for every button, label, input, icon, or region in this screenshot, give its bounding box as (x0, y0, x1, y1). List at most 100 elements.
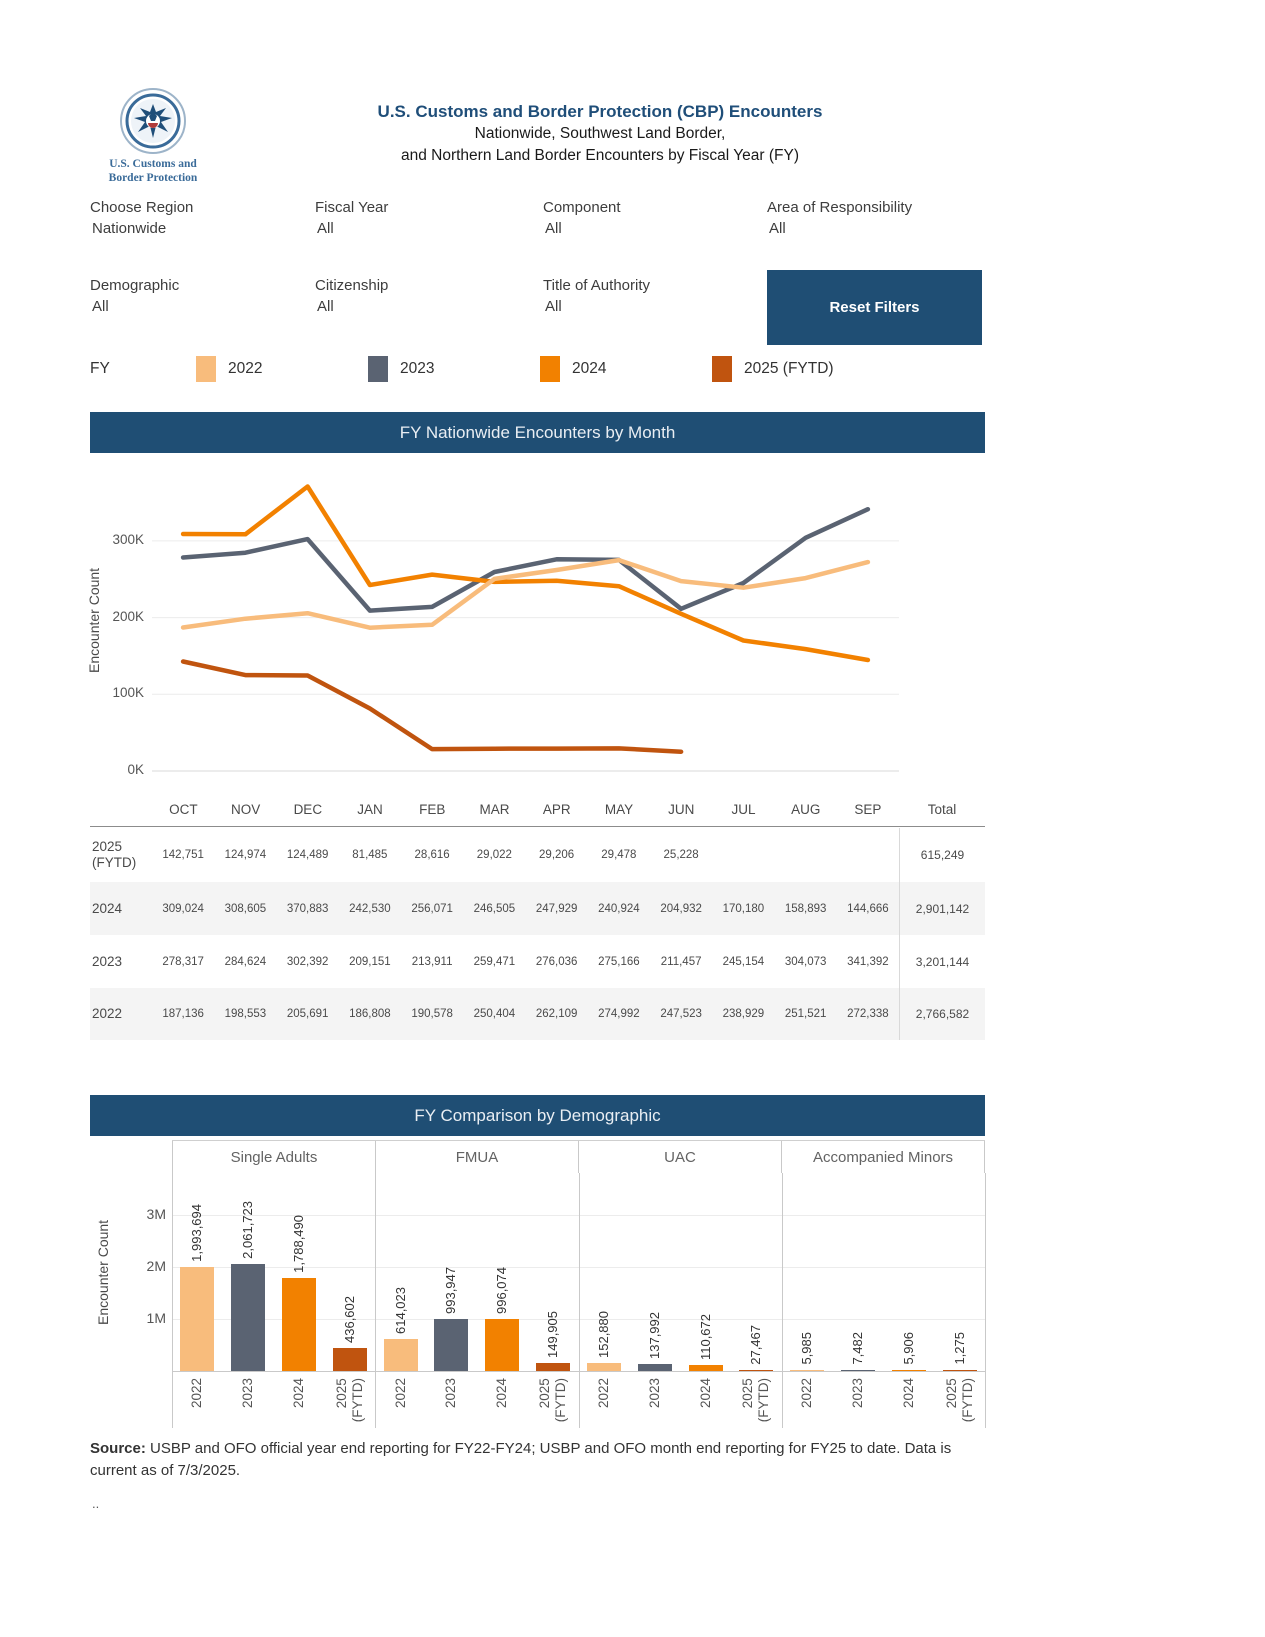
bar-value-label: 152,880 (595, 1311, 611, 1359)
table-cell: 240,924 (598, 902, 640, 915)
bar-chart-title: FY Comparison by Demographic (414, 1105, 661, 1125)
filter-demographic: Demographic All (90, 275, 305, 317)
bar-x-label: 2024 (494, 1378, 510, 1409)
bar-x-label: 2024 (900, 1378, 916, 1409)
filter-area-of-responsibility: Area of Responsibility All (767, 197, 982, 239)
table-cell: 247,523 (660, 1008, 702, 1020)
table-cell: 275,166 (598, 955, 640, 968)
bar-value-label: 110,672 (697, 1314, 713, 1361)
bar-value-label: 27,467 (748, 1324, 764, 1365)
bar-x-label: 2025 (FYTD) (740, 1378, 772, 1423)
month-header-feb: FEB (419, 802, 446, 817)
bar-chart-y-axis-title: Encounter Count (95, 1219, 111, 1326)
legend-item-2025[interactable]: 2025 (FYTD) (712, 356, 834, 382)
bar-value-label: 436,602 (341, 1296, 357, 1344)
table-cell: 124,489 (286, 849, 329, 861)
table-cell: 186,808 (349, 1008, 391, 1020)
table-row: 2024 309,024 308,605 370,883 242,530 256,071 2… (90, 882, 985, 935)
filter-bar: Reset Filters Choose Region Nationwide Fis… (90, 195, 985, 355)
table-cell: 341,392 (847, 955, 889, 968)
filter-fiscal-year: Fiscal Year All (315, 197, 530, 239)
table-cell: 242,530 (349, 902, 391, 915)
table-cell: 259,471 (473, 955, 516, 968)
line-chart-banner: FY Nationwide Encounters by Month (90, 412, 985, 453)
bar-2023-single-adults (231, 1263, 266, 1371)
table-total-cell: 615,249 (899, 828, 985, 882)
fy-legend: FY 2022 2023 2024 2025 (FYTD) (90, 356, 985, 386)
table-cell: 29,478 (601, 849, 637, 861)
logo-caption: U.S. Customs and Border Protection (108, 158, 198, 184)
line-chart-plot (152, 484, 899, 772)
bar-x-label: 2025 (FYTD) (537, 1378, 569, 1423)
bar-2024-single-adults (282, 1277, 317, 1371)
legend-item-2022[interactable]: 2022 (196, 356, 262, 382)
filter-title-of-authority: Title of Authority All (543, 275, 758, 317)
bar-x-label: 2023 (849, 1378, 865, 1409)
group-separator (172, 1173, 173, 1428)
group-separator (375, 1173, 377, 1428)
filter-value-dropdown[interactable]: Nationwide (92, 220, 167, 237)
bar-2023-fmua (434, 1319, 469, 1371)
table-cell: 29,206 (539, 849, 575, 861)
filter-value-dropdown[interactable]: All (317, 298, 334, 315)
bar-value-label: 993,947 (443, 1267, 459, 1315)
table-row: 2025 (FYTD) 142,751 124,974 124,489 81,485 28,… (90, 828, 985, 882)
filter-value-dropdown[interactable]: All (92, 298, 109, 315)
cbp-seal-icon (120, 88, 186, 154)
table-total-cell: 2,766,582 (899, 988, 985, 1040)
table-cell: 262,109 (535, 1008, 578, 1020)
filter-label: Fiscal Year (315, 199, 389, 216)
month-header-aug: AUG (791, 802, 821, 817)
table-cell: 29,022 (476, 849, 512, 861)
bar-x-label: 2025 (FYTD) (333, 1378, 365, 1423)
table-row: 2023 278,317 284,624 302,392 209,151 213,911 2… (90, 935, 985, 988)
reset-filters-button[interactable]: Reset Filters (767, 270, 982, 345)
table-cell: 142,751 (162, 849, 204, 861)
month-header-mar: MAR (479, 802, 510, 817)
legend-title: FY (90, 360, 110, 377)
row-label-fy: 2023 (92, 953, 123, 969)
bar-2024-uac (688, 1365, 723, 1371)
group-separator (781, 1173, 783, 1428)
bar-chart-banner: FY Comparison by Demographic (90, 1095, 985, 1136)
table-cell: 158,893 (784, 902, 827, 915)
filter-label: Citizenship (315, 277, 389, 294)
table-cell: 284,624 (224, 955, 267, 968)
bar-value-label: 614,023 (392, 1287, 408, 1335)
month-header-nov: NOV (230, 802, 261, 817)
month-header-jun: JUN (668, 802, 695, 817)
bar-chart-ytick: 1M (146, 1310, 166, 1326)
filter-value-dropdown[interactable]: All (317, 220, 334, 237)
group-separator (985, 1173, 986, 1428)
bar-x-label: 2024 (697, 1378, 713, 1409)
bar-2025-single-adults (332, 1348, 367, 1371)
group-header-uac: UAC (578, 1141, 781, 1173)
bar-value-label: 1,993,694 (189, 1204, 205, 1263)
filter-choose-region: Choose Region Nationwide (90, 197, 305, 239)
table-cell: 272,338 (847, 1008, 889, 1020)
page-subtitle-2: and Northern Land Border Encounters by F… (400, 147, 800, 164)
legend-item-label: 2025 (FYTD) (744, 360, 834, 377)
table-cell: 246,505 (473, 902, 516, 915)
bar-x-label: 2024 (291, 1378, 307, 1409)
bar-2024-accompanied-minors (891, 1370, 926, 1371)
source-note: Source: USBP and OFO official year end r… (90, 1438, 990, 1482)
table-cell: 25,228 (663, 849, 699, 861)
table-cell: 370,883 (286, 902, 329, 915)
month-header-oct: OCT (169, 802, 198, 817)
table-total-cell: 3,201,144 (899, 935, 985, 988)
table-cell: 309,024 (162, 902, 204, 915)
legend-item-2023[interactable]: 2023 (368, 356, 434, 382)
bar-value-label: 1,788,490 (291, 1215, 307, 1273)
table-cell: 144,666 (847, 902, 889, 915)
bar-2025-fmua (536, 1363, 571, 1371)
bar-2023-uac (637, 1363, 672, 1371)
filter-value-dropdown[interactable]: All (769, 220, 786, 237)
bar-x-label: 2023 (646, 1378, 662, 1409)
filter-value-dropdown[interactable]: All (545, 220, 562, 237)
filter-value-dropdown[interactable]: All (545, 298, 562, 315)
legend-item-2024[interactable]: 2024 (540, 356, 606, 382)
group-separator (578, 1173, 580, 1428)
legend-swatch-icon (196, 356, 216, 382)
